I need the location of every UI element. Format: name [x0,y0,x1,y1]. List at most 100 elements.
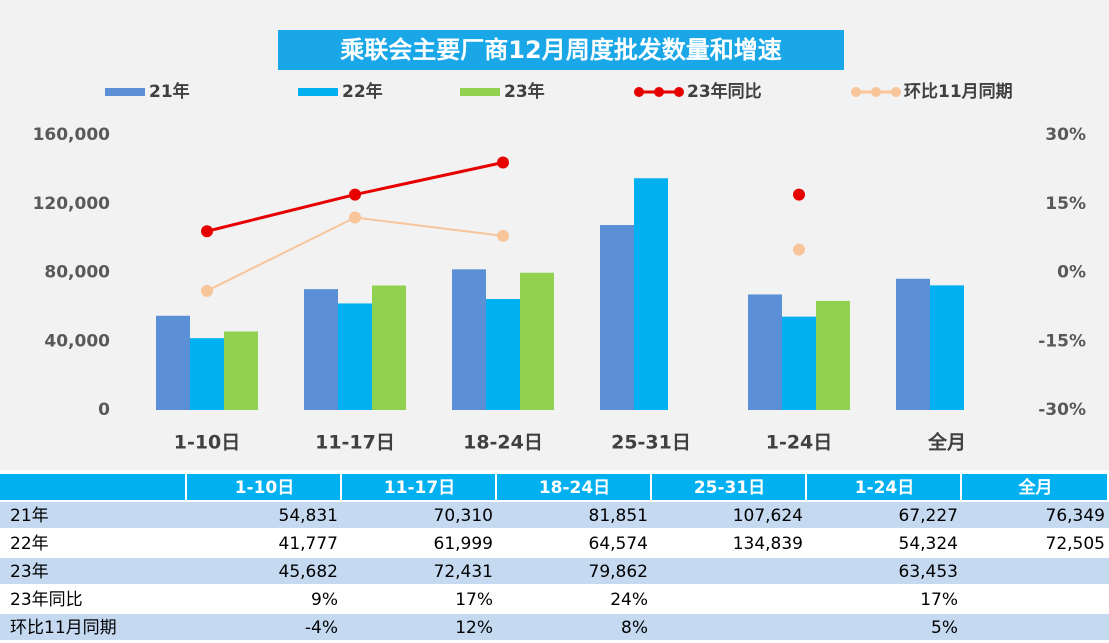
line-marker [497,229,509,242]
legend-marker [851,87,861,97]
table-cell: 64,574 [589,534,648,554]
table-cell: 8% [621,618,648,638]
table-row [0,530,1109,556]
line-marker [201,225,213,238]
table-header-cell [342,474,495,500]
table-header-label: 18-24日 [539,478,610,498]
table-cell: 17% [920,590,958,610]
table-cell: 5% [931,618,958,638]
x-tick-label: 11-17日 [315,432,395,454]
legend-swatch [460,88,500,96]
line-marker [497,156,509,169]
table-cell: 54,324 [899,534,958,554]
table-cell: 67,227 [899,506,958,526]
table-row [0,502,1109,528]
x-tick-label: 全月 [927,431,966,454]
x-tick-label: 18-24日 [463,432,543,454]
legend-label: 环比11月同期 [904,81,1013,102]
bar [338,303,372,410]
table-cell: 81,851 [589,506,648,526]
table-cell: -4% [305,618,338,638]
table-header-label: 全月 [1018,477,1053,498]
table-row-label: 23年同比 [10,590,83,610]
bar [600,225,634,410]
table-header-cell [652,474,805,500]
table-cell: 24% [610,590,648,610]
table-header-cell [962,474,1107,500]
bar [452,269,486,410]
legend-marker [891,87,901,97]
y-tick-label: 120,000 [33,194,111,214]
table-header-cell [187,474,340,500]
legend-label: 23年 [504,81,545,102]
chart-title: 乘联会主要厂商12月周度批发数量和增速 [339,36,781,64]
y-tick-label: 160,000 [33,125,111,145]
y-tick-label: 0 [98,400,110,420]
x-tick-label: 1-24日 [766,432,833,454]
legend-label: 22年 [342,81,383,102]
table-cell: 72,431 [434,562,493,582]
y2-tick-label: -30% [1038,400,1086,420]
y-tick-label: 80,000 [44,263,110,283]
y2-tick-label: 15% [1045,194,1086,214]
bar [520,272,554,410]
y-tick-label: 40,000 [44,331,110,351]
table-header-cell [0,474,185,500]
table-cell: 54,831 [279,506,338,526]
bar [930,285,964,410]
legend-label: 21年 [149,81,190,102]
table-row-label: 21年 [10,506,49,526]
y2-tick-label: 30% [1045,125,1086,145]
legend-marker [634,87,644,97]
table-cell: 79,862 [589,562,648,582]
y2-tick-label: 0% [1057,263,1086,283]
legend-marker [654,87,664,97]
table-header-label: 1-10日 [235,478,295,498]
table-row-label: 22年 [10,534,49,554]
legend-marker [674,87,684,97]
table-cell: 70,310 [434,506,493,526]
table-row [0,614,1109,640]
table-cell: 134,839 [733,534,803,554]
table-cell: 12% [455,618,493,638]
bar [782,316,816,410]
bar [190,338,224,410]
line-marker [201,284,213,297]
line-marker [793,243,805,256]
table-cell: 61,999 [434,534,493,554]
table-cell: 17% [455,590,493,610]
table-cell: 72,505 [1046,534,1105,554]
table-header-cell [497,474,650,500]
table-header-cell [807,474,960,500]
bar [156,315,190,410]
legend-swatch [298,88,338,96]
table-row-label: 23年 [10,562,49,582]
legend-swatch [105,88,145,96]
bar [748,294,782,410]
y2-tick-label: -15% [1038,331,1086,351]
title-box [278,30,844,70]
table-row [0,558,1109,584]
line-marker [349,188,361,201]
legend-label: 23年同比 [687,81,762,102]
table-cell: 41,777 [279,534,338,554]
table-header-label: 11-17日 [384,478,455,498]
bar [224,331,258,410]
line-marker [793,188,805,201]
bar [896,278,930,410]
bar [486,299,520,410]
table-header-label: 25-31日 [694,478,765,498]
bar [634,178,668,410]
table-row-label: 环比11月同期 [10,618,117,638]
legend-marker [871,87,881,97]
table-header-label: 1-24日 [855,478,915,498]
x-tick-label: 25-31日 [611,432,691,454]
line-marker [349,211,361,224]
table-cell: 76,349 [1046,506,1105,526]
bar [816,300,850,410]
table-cell: 63,453 [899,562,958,582]
bar [304,289,338,410]
table-cell: 107,624 [733,506,803,526]
table-cell: 9% [311,590,338,610]
